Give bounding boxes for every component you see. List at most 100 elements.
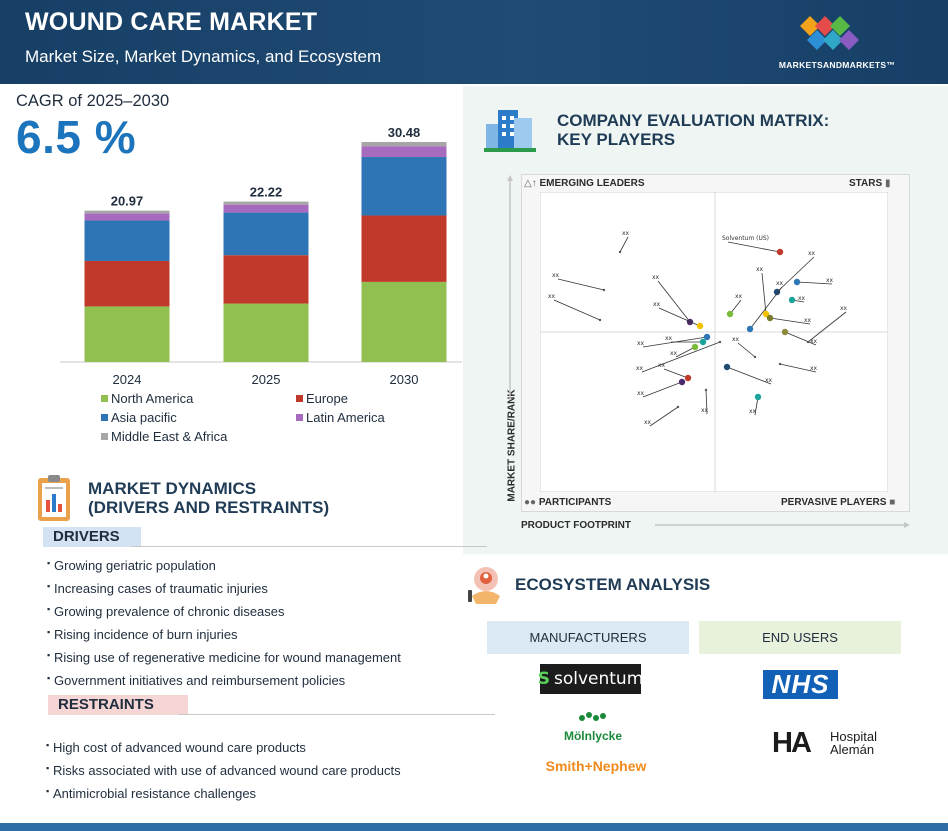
clipboard-icon	[38, 475, 70, 521]
player-leader-line	[769, 317, 811, 325]
molnlycke-logo: Mölnlycke	[548, 711, 638, 743]
player-dot	[762, 310, 770, 318]
player-dot	[703, 333, 711, 341]
corner-participants: ●● PARTICIPANTS	[524, 497, 612, 508]
matrix-x-axis-label: PRODUCT FOOTPRINT	[521, 520, 631, 531]
legend-swatch	[101, 395, 108, 402]
driver-item: Growing prevalence of chronic diseases	[47, 604, 401, 627]
player-label: xx	[826, 277, 834, 284]
emerging-leaders-icon: △↑	[524, 178, 537, 189]
player-label: xx	[749, 408, 757, 415]
legend-swatch	[101, 414, 108, 421]
bar-segment-north-america-2025	[223, 303, 309, 362]
nhs-logo: NHS	[763, 670, 838, 699]
ecosystem-title: ECOSYSTEM ANALYSIS	[515, 575, 711, 594]
player-label: xx	[658, 362, 666, 369]
drivers-list: Growing geriatric populationIncreasing c…	[47, 558, 401, 696]
molnlycke-dots-icon	[579, 712, 606, 721]
restraints-list: High cost of advanced wound care product…	[46, 740, 401, 809]
corner-pervasive-players: PERVASIVE PLAYERS ■	[781, 497, 896, 508]
corner-emerging-leaders: △↑ EMERGING LEADERS	[524, 178, 645, 189]
player-leader-line	[737, 342, 756, 358]
legend-label: Europe	[306, 391, 348, 406]
brand-name: MARKETSANDMARKETS™	[778, 60, 896, 70]
player-label: xx	[798, 295, 806, 302]
bar-segment-europe-2024	[84, 260, 170, 307]
player-leader-line	[761, 272, 767, 315]
brand-logo: MARKETSANDMARKETS™	[762, 14, 912, 74]
restraints-tag: RESTRAINTS	[48, 695, 188, 715]
ecosystem-person-icon	[468, 567, 500, 604]
bar-total-label: 30.48	[388, 128, 421, 140]
puzzle-icon: ■	[889, 497, 896, 508]
bar-segment-latin-america-2030	[361, 146, 447, 158]
player-leader-line	[657, 280, 691, 323]
player-label: xx	[636, 365, 644, 372]
player-label: xx	[670, 350, 678, 357]
player-leader-line	[658, 307, 701, 327]
restraint-item: Antimicrobial resistance challenges	[46, 786, 401, 809]
player-dot	[598, 318, 602, 322]
player-leader-line	[779, 363, 817, 373]
bar-segment-latin-america-2025	[223, 204, 309, 213]
bar-segment-latin-america-2024	[84, 213, 170, 221]
driver-item: Increasing cases of traumatic injuries	[47, 581, 401, 604]
bar-segment-north-america-2030	[361, 281, 447, 362]
legend-swatch	[296, 414, 303, 421]
driver-item: Government initiatives and reimbursement…	[47, 673, 401, 696]
participants-icon: ●●	[524, 497, 537, 508]
header-banner: WOUND CARE MARKET Market Size, Market Dy…	[0, 0, 948, 84]
player-dot	[753, 355, 757, 359]
corner-stars: STARS ▮	[849, 178, 891, 189]
player-leader-line	[663, 368, 689, 379]
player-dot	[618, 250, 622, 254]
player-leader-line	[749, 286, 783, 330]
drivers-tag: DRIVERS	[43, 527, 141, 547]
player-label: xx	[637, 390, 645, 397]
player-dot	[776, 248, 784, 256]
player-dot	[788, 296, 796, 304]
x-tick-label: 2025	[252, 372, 281, 387]
player-label: xx	[552, 272, 560, 279]
player-label: xx	[652, 274, 660, 281]
player-dot	[699, 338, 707, 346]
legend-swatch	[296, 395, 303, 402]
player-leader-line	[553, 299, 601, 321]
player-dot	[773, 288, 781, 296]
legend-swatch	[101, 433, 108, 440]
player-label: xx	[637, 340, 645, 347]
player-label: xx	[756, 266, 764, 273]
player-leader-line	[796, 281, 833, 285]
matrix-title: COMPANY EVALUATION MATRIX: KEY PLAYERS	[557, 111, 830, 149]
player-label: xx	[622, 230, 630, 237]
driver-item: Rising use of regenerative medicine for …	[47, 650, 401, 673]
buildings-icon	[484, 110, 536, 152]
player-dot	[723, 363, 731, 371]
player-dot	[746, 325, 754, 333]
footer-bar	[0, 823, 948, 831]
player-label: xx	[810, 338, 818, 345]
player-label: xx	[810, 365, 818, 372]
player-leader-line	[557, 278, 605, 291]
player-label: xx	[665, 335, 673, 342]
bar-total-label: 20.97	[111, 194, 144, 209]
restraint-item: High cost of advanced wound care product…	[46, 740, 401, 763]
page-subtitle: Market Size, Market Dynamics, and Ecosys…	[25, 47, 382, 66]
page-title: WOUND CARE MARKET	[25, 8, 318, 36]
player-dot	[766, 314, 774, 322]
player-label: xx	[644, 419, 652, 426]
hospital-aleman-logo: HA Hospital Alemán	[772, 727, 902, 759]
player-leader-line	[675, 346, 696, 358]
dynamics-title: MARKET DYNAMICS (DRIVERS AND RESTRAINTS)	[88, 479, 330, 517]
ha-monogram-icon: HA	[772, 727, 812, 759]
legend-label: Middle East & Africa	[111, 429, 228, 444]
player-label: xx	[776, 280, 784, 287]
hospital-aleman-text: Hospital Alemán	[830, 729, 877, 757]
cagr-label: CAGR of 2025–2030	[16, 92, 170, 110]
player-dot	[676, 405, 680, 409]
player-leader-line	[705, 389, 708, 415]
end-users-header: END USERS	[699, 621, 901, 654]
player-dot	[684, 374, 692, 382]
bar-segment-middle-east-africa-2024	[84, 210, 170, 214]
